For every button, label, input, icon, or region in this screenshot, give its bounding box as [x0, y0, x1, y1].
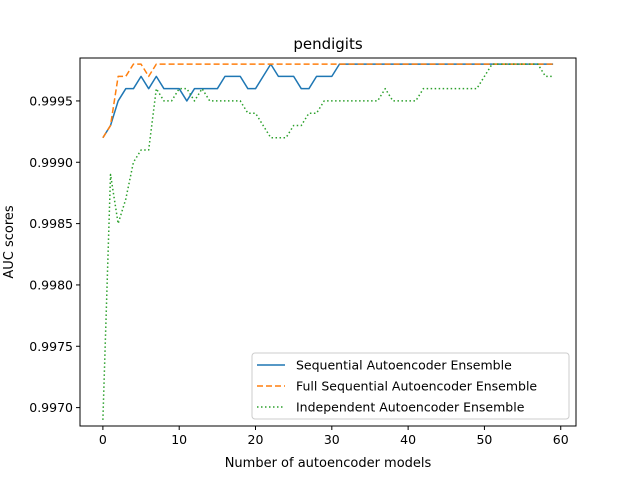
legend-label-1: Sequential Autoencoder Ensemble — [296, 358, 512, 373]
y-tick-label: 0.9975 — [29, 339, 73, 354]
y-axis-label: AUC scores — [2, 205, 17, 279]
x-tick-label: 40 — [400, 432, 416, 447]
y-tick-label: 0.9990 — [29, 155, 73, 170]
plot-frame — [79, 57, 577, 427]
x-axis-label: Number of autoencoder models — [225, 456, 432, 471]
y-tick-label: 0.9985 — [29, 216, 73, 231]
y-tick-label: 0.9995 — [29, 93, 73, 108]
x-axis: 0 10 20 30 40 50 60 — [99, 426, 569, 447]
x-tick-label: 60 — [553, 432, 569, 447]
x-tick-label: 50 — [476, 432, 492, 447]
y-axis: 0.9970 0.9975 0.9980 0.9985 0.9990 0.9995 — [29, 93, 80, 415]
legend-box — [251, 352, 570, 420]
legend-label-2: Full Sequential Autoencoder Ensemble — [296, 379, 537, 394]
series-line-2 — [102, 63, 554, 139]
x-tick-label: 30 — [324, 432, 340, 447]
x-tick-label: 0 — [99, 432, 107, 447]
series-group — [102, 63, 554, 420]
y-tick-label: 0.9980 — [29, 277, 73, 292]
y-tick-label: 0.9970 — [29, 400, 73, 415]
x-tick-label: 20 — [248, 432, 264, 447]
x-tick-label: 10 — [171, 432, 187, 447]
chart-title: pendigits — [293, 35, 363, 53]
legend-label-3: Independent Autoencoder Ensemble — [296, 400, 525, 415]
series-line-3 — [102, 63, 554, 420]
legend: Sequential Autoencoder Ensemble Full Sequ… — [251, 352, 570, 420]
